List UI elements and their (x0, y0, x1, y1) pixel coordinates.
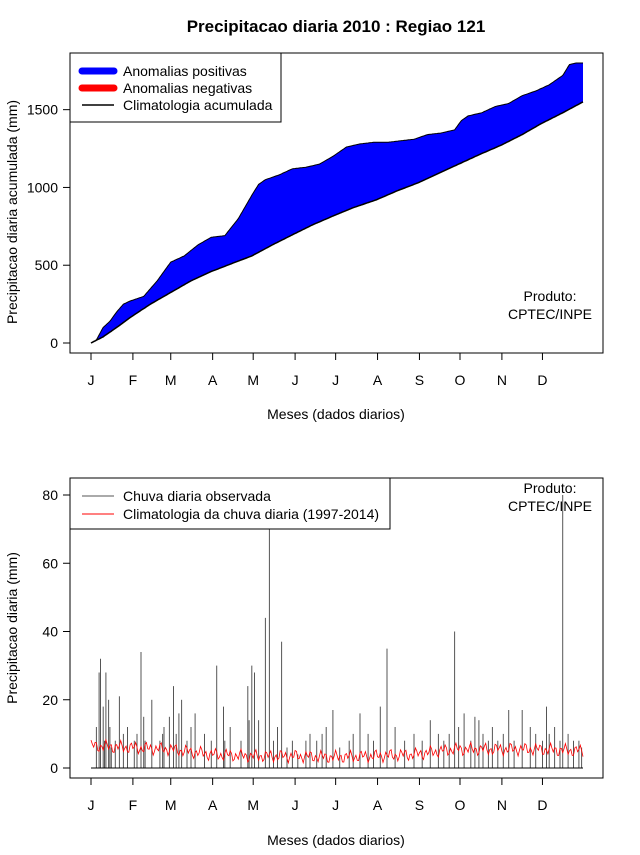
bottom-x-tick-label: S (415, 797, 424, 813)
top-x-tick-label: J (88, 372, 95, 388)
bottom-x-tick-label: J (292, 797, 299, 813)
legend-label-climatology: Climatologia acumulada (123, 97, 273, 113)
line-layer (90, 62, 584, 344)
climatology-cumulative-line (90, 101, 584, 344)
bottom-x-axis-label: Meses (dados diarios) (267, 832, 405, 848)
legend-label-clim-daily: Climatologia da chuva diaria (1997-2014) (123, 506, 379, 522)
bottom-annotation-line-1: Produto: (524, 480, 577, 496)
top-legend: Anomalias positivas Anomalias negativas … (69, 52, 282, 123)
top-x-tick-label: N (497, 372, 507, 388)
bottom-panel: 0 20 40 60 80 J F M A M J J A S O N D Meses (dados diar… (4, 477, 604, 848)
bottom-y-tick-label: 0 (50, 760, 58, 776)
top-x-tick-label: M (165, 372, 177, 388)
top-y-axis: 0 500 1000 1500 (27, 102, 71, 351)
bottom-x-tick-label: F (129, 797, 138, 813)
daily-rain-bars (95, 495, 583, 768)
bottom-y-axis: 0 20 40 60 80 (42, 487, 71, 776)
observed-cumulative-line (90, 62, 583, 344)
top-y-tick-label: 1500 (27, 102, 58, 118)
top-panel: 0 500 1000 1500 J F M A M J J A S O N D Meses (dados d… (4, 52, 604, 422)
bottom-x-tick-label: J (332, 797, 339, 813)
bottom-y-tick-label: 20 (42, 692, 58, 708)
chart-title: Precipitacao diaria 2010 : Regiao 121 (187, 17, 486, 36)
top-y-axis-label: Precipitacao diaria acumulada (mm) (4, 100, 20, 324)
top-x-tick-label: D (537, 372, 547, 388)
top-annotation-line-2: CPTEC/INPE (508, 306, 592, 322)
bottom-x-tick-label: M (247, 797, 259, 813)
bottom-annotation-line-2: CPTEC/INPE (508, 498, 592, 514)
bottom-y-tick-label: 60 (42, 555, 58, 571)
climatology-line-layer (90, 738, 584, 769)
bottom-x-tick-label: O (455, 797, 466, 813)
bottom-x-tick-label: M (165, 797, 177, 813)
bottom-x-tick-label: J (88, 797, 95, 813)
top-x-tick-label: A (373, 372, 383, 388)
top-x-tick-label: F (129, 372, 138, 388)
bottom-x-tick-label: N (497, 797, 507, 813)
top-annotation-line-1: Produto: (524, 288, 577, 304)
bottom-x-tick-label: D (537, 797, 547, 813)
bottom-legend-box (69, 477, 391, 530)
top-y-tick-label: 1000 (27, 179, 58, 195)
anomaly-area-layer (91, 63, 583, 343)
top-x-axis-label: Meses (dados diarios) (267, 406, 405, 422)
top-y-tick-label: 500 (35, 257, 59, 273)
bottom-y-tick-label: 80 (42, 487, 58, 503)
bottom-x-tick-label: A (373, 797, 383, 813)
positive-anomaly-area (91, 63, 583, 343)
top-y-tick-label: 0 (50, 335, 58, 351)
top-x-tick-label: O (455, 372, 466, 388)
top-x-tick-label: M (247, 372, 259, 388)
legend-label-negative: Anomalias negativas (123, 80, 252, 96)
climatology-daily-line (90, 738, 584, 765)
top-x-tick-label: J (332, 372, 339, 388)
bottom-legend: Chuva diaria observada Climatologia da c… (69, 477, 391, 530)
bottom-x-tick-label: A (208, 797, 218, 813)
legend-label-observed: Chuva diaria observada (123, 488, 271, 504)
top-x-tick-label: J (292, 372, 299, 388)
legend-label-positive: Anomalias positivas (123, 63, 247, 79)
top-x-tick-label: A (208, 372, 218, 388)
bottom-y-tick-label: 40 (42, 624, 58, 640)
bottom-y-axis-label: Precipitacao diaria (mm) (4, 552, 20, 704)
top-x-tick-label: S (415, 372, 424, 388)
